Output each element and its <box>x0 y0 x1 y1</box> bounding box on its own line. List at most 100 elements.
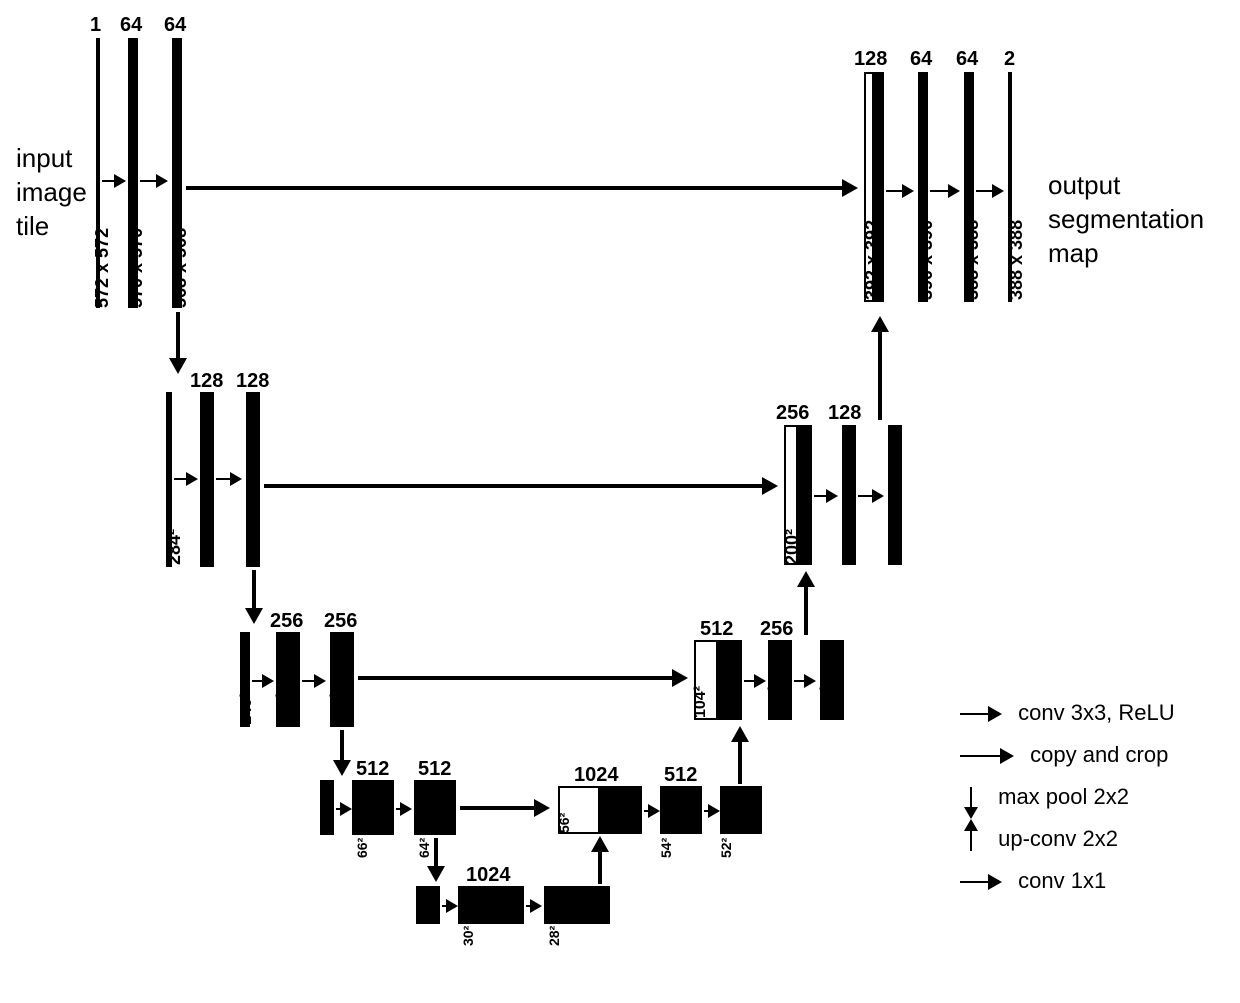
size-label: 572 x 572 <box>92 228 113 308</box>
legend-label: conv 3x3, ReLU <box>1018 700 1175 725</box>
conv-arrow <box>216 478 232 480</box>
size-label: 200² <box>782 529 803 565</box>
conv-arrow <box>704 810 710 812</box>
arrow-right-icon <box>960 755 1002 757</box>
size-label: 388 x 388 <box>1006 220 1027 300</box>
size-label: 52² <box>718 838 734 858</box>
channels-label: 512 <box>700 618 733 641</box>
size-label: 570 x 570 <box>126 228 147 308</box>
conv-arrow <box>396 808 402 810</box>
size-label: 102² <box>766 686 784 718</box>
channels-label: 128 <box>236 370 269 393</box>
channels-label: 512 <box>664 764 697 787</box>
legend-label: copy and crop <box>1030 742 1168 767</box>
copy-arrow <box>358 676 674 680</box>
size-label: 66² <box>354 838 370 858</box>
conv-arrow <box>102 180 116 182</box>
size-label: 390 x 390 <box>916 220 937 300</box>
dec-block <box>660 786 702 834</box>
channels-label: 64 <box>120 14 142 37</box>
size-label: 140² <box>238 693 256 725</box>
channels-label: 1024 <box>466 864 511 887</box>
input-label: inputimagetile <box>16 142 87 243</box>
arrow-right-icon <box>960 881 990 883</box>
size-label: 284² <box>164 529 185 565</box>
channels-label: 64 <box>910 48 932 71</box>
channels-label: 512 <box>418 758 451 781</box>
size-label: 138² <box>274 693 292 725</box>
copy-arrow <box>460 806 536 810</box>
legend-label: conv 1x1 <box>1018 868 1106 893</box>
conv-arrow <box>744 680 756 682</box>
maxpool-arrow <box>434 838 438 868</box>
conv-arrow <box>442 905 448 907</box>
conv-arrow <box>644 810 650 812</box>
arrow-right-icon <box>960 713 990 715</box>
conv-arrow <box>302 680 316 682</box>
legend-item: up-conv 2x2 <box>960 826 1175 852</box>
channels-label: 128 <box>854 48 887 71</box>
maxpool-arrow <box>176 312 180 360</box>
channels-label: 1 <box>90 14 101 37</box>
size-label: 100² <box>818 686 836 718</box>
legend-item: conv 1x1 <box>960 868 1175 894</box>
size-label: 54² <box>658 838 674 858</box>
bottleneck-block <box>458 886 524 924</box>
channels-label: 64 <box>956 48 978 71</box>
channels-label: 256 <box>760 618 793 641</box>
channels-label: 512 <box>356 758 389 781</box>
upconv-arrow <box>878 330 882 420</box>
size-label: 198² <box>840 529 861 565</box>
channels-label: 128 <box>190 370 223 393</box>
channels-label: 256 <box>324 610 357 633</box>
conv-arrow <box>858 495 874 497</box>
size-label: 104² <box>692 686 710 718</box>
output-label: outputsegmentationmap <box>1048 169 1204 270</box>
conv-arrow <box>526 905 532 907</box>
arrow-down-icon <box>970 787 972 809</box>
size-label: 32² <box>414 902 430 922</box>
channels-label: 128 <box>828 402 861 425</box>
size-label: 56² <box>556 813 572 833</box>
channels-label: 256 <box>270 610 303 633</box>
dec-block <box>718 640 742 720</box>
enc-block <box>414 780 456 835</box>
legend-label: max pool 2x2 <box>998 784 1129 809</box>
copy-arrow <box>186 186 844 190</box>
unet-diagram: inputimagetile outputsegmentationmap 1 5… <box>0 0 1240 1003</box>
channels-label: 256 <box>776 402 809 425</box>
channels-label: 64 <box>164 14 186 37</box>
size-label: 282² <box>198 529 219 565</box>
legend-item: max pool 2x2 <box>960 784 1175 810</box>
size-label: 388 x 388 <box>962 220 983 300</box>
channels-label: 1024 <box>574 764 619 787</box>
legend: conv 3x3, ReLU copy and crop max pool 2x… <box>960 700 1175 894</box>
legend-label: up-conv 2x2 <box>998 826 1118 851</box>
conv-arrow <box>252 680 264 682</box>
size-label: 280² <box>244 529 265 565</box>
size-label: 136² <box>328 693 346 725</box>
conv-arrow <box>140 180 158 182</box>
size-label: 64² <box>416 838 432 858</box>
conv-arrow <box>886 190 904 192</box>
conv-arrow <box>174 478 188 480</box>
upconv-arrow <box>738 740 742 784</box>
bottleneck-block <box>544 886 610 924</box>
upconv-arrow <box>598 850 602 884</box>
channels-label: 2 <box>1004 48 1015 71</box>
legend-item: conv 3x3, ReLU <box>960 700 1175 726</box>
size-label: 28² <box>546 926 562 946</box>
conv-arrow <box>336 808 342 810</box>
conv-arrow <box>930 190 950 192</box>
size-label: 392 x 392 <box>862 220 883 300</box>
arrow-up-icon <box>970 829 972 851</box>
copy-arrow <box>264 484 764 488</box>
dec-block <box>720 786 762 834</box>
maxpool-arrow <box>340 730 344 762</box>
enc-block <box>352 780 394 835</box>
conv-arrow <box>794 680 806 682</box>
dec-block <box>600 786 642 834</box>
size-label: 30² <box>460 926 476 946</box>
size-label: 196² <box>886 529 907 565</box>
size-label: 568 x 568 <box>170 228 191 308</box>
